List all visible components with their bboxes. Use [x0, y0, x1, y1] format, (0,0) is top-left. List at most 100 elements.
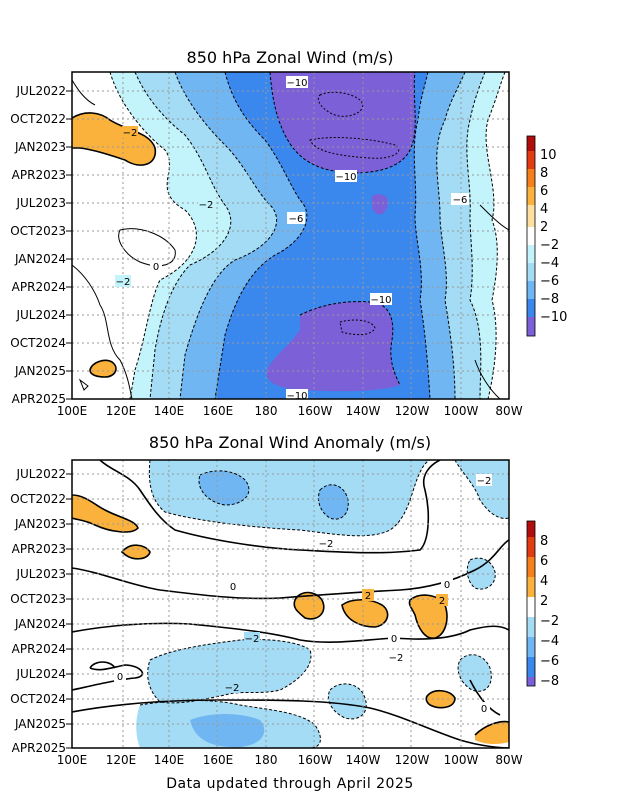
panel1-clabel-10: −10 [286, 391, 307, 402]
panel1-xtick-8: 100W [444, 404, 479, 418]
panel1-clabel-3: −10 [335, 172, 356, 183]
panel2-cb-label-7: −8 [540, 674, 559, 689]
panel1-cb-box-6 [527, 227, 535, 245]
panel2-cb-label-4: −2 [540, 614, 559, 629]
panel2-pos-c [294, 592, 324, 619]
panel2-neg-j [190, 714, 265, 748]
panel2-ytick-5: OCT2023 [10, 592, 66, 606]
panel1-cb-label-4: 2 [540, 220, 548, 235]
panel2-field [72, 460, 509, 748]
panel2-colorbar: 8 6 4 2 −2 −4 −6 −8 [526, 520, 559, 689]
panel2-xtick-1: 120E [106, 753, 137, 767]
panel2-cb-box-8 [527, 657, 535, 677]
panel1-clabel-5: −6 [289, 214, 304, 225]
panel2-neg-d [147, 639, 311, 703]
panel1-cb-label-8: −8 [540, 292, 559, 307]
panel2-neg-f [458, 654, 492, 692]
panel2-neg-b [455, 460, 509, 519]
panel1-ytick-5: OCT2023 [10, 224, 66, 238]
panel2-grid [72, 460, 509, 748]
panel1-cb-label-0: 10 [540, 148, 557, 163]
panel1-xtick-5: 160W [298, 404, 333, 418]
panel1-cb-box-9 [527, 281, 535, 299]
panel1-pos-a [72, 112, 156, 166]
panel1-y-labels: JUL2022 OCT2022 JAN2023 APR2023 JUL2023 … [10, 84, 66, 406]
panel2-contours [72, 460, 509, 748]
panel1-frame [71, 71, 510, 400]
panel2-xtick-8: 100W [444, 753, 479, 767]
panel2-clabel-10: 0 [117, 672, 123, 683]
panel1-colorbar: 10 8 6 4 2 −2 −4 −6 −8 −10 [526, 135, 567, 337]
panel1-xtick-1: 120E [106, 404, 137, 418]
panel1-cb-box-10 [527, 299, 535, 317]
panel1-field [72, 72, 509, 399]
panel2-cb-label-5: −4 [540, 634, 559, 649]
panel1-cb-box-8 [527, 263, 535, 281]
panel2-clabel-6: 2 [439, 596, 445, 607]
panel2-xtick-7: 120W [395, 753, 430, 767]
panel2-ytick-11: APR2025 [12, 741, 66, 755]
panel1-x-labels: 100E 120E 140E 160E 180 160W 140W 120W 1… [57, 404, 523, 418]
panel1-xtick-3: 160E [203, 404, 234, 418]
panel2-y-axis [66, 473, 72, 749]
panel2-pos-g [475, 721, 509, 745]
panel2-cb-box-3 [527, 557, 535, 577]
panel2-x-labels: 100E 120E 140E 160E 180 160W 140W 120W 1… [57, 753, 523, 767]
panel1-y-axis [66, 90, 72, 400]
panel1-clabel-2: −2 [123, 128, 138, 139]
panel2-ytick-10: JAN2025 [14, 717, 66, 731]
panel1-contours [72, 72, 509, 399]
panel1-cb-box-11 [527, 317, 535, 336]
panel1-ytick-1: OCT2022 [10, 112, 66, 126]
panel2-ytick-4: JUL2023 [15, 567, 66, 581]
panel1-clabel-1: −10 [286, 78, 307, 89]
panel2-cb-label-0: 8 [540, 534, 548, 549]
panel1-ytick-9: OCT2024 [10, 336, 66, 350]
panel1-cb-label-5: −2 [540, 238, 559, 253]
panel1-title: 850 hPa Zonal Wind (m/s) [187, 48, 394, 67]
panel2-cb-label-6: −6 [540, 654, 559, 669]
panel2-clabel-4: 0 [444, 580, 450, 591]
panel2-clabel-9: −2 [389, 653, 404, 664]
panel1-clabel-4: −2 [199, 200, 214, 211]
panel2-pos-a [72, 495, 138, 532]
panel2-ytick-2: JAN2023 [14, 517, 66, 531]
panel2-ytick-8: JUL2024 [15, 667, 66, 681]
panel1-cb-box-5 [527, 205, 535, 227]
panel2-ytick-0: JUL2022 [15, 467, 66, 481]
panel2-neg-c [467, 558, 496, 590]
panel1-ytick-8: JUL2024 [15, 308, 66, 322]
panel1-xtick-2: 140E [154, 404, 185, 418]
panel2-cb-box-6 [527, 617, 535, 637]
panel1-clabel-6: −6 [453, 195, 468, 206]
panel1-clabel-8: −2 [116, 277, 131, 288]
panel2-ytick-1: OCT2022 [10, 492, 66, 506]
panel2-xtick-6: 140W [346, 753, 381, 767]
panel2-ytick-3: APR2023 [12, 542, 66, 556]
panel1-cb-label-6: −4 [540, 256, 559, 271]
panel2-neg-h [199, 470, 249, 505]
panel1-xtick-7: 120W [395, 404, 430, 418]
panel2-cb-box-1 [527, 521, 535, 537]
panel1-ytick-3: APR2023 [12, 168, 66, 182]
panel1-cb-label-1: 8 [540, 166, 548, 181]
panel1-ytick-2: JAN2023 [14, 140, 66, 154]
panel1-xtick-6: 140W [346, 404, 381, 418]
panel2-cb-box-5 [527, 597, 535, 617]
panel1-cb-label-3: 4 [540, 202, 548, 217]
panel2-clabel-3: 0 [230, 582, 236, 593]
panel1-pos-b [90, 360, 116, 377]
panel2-title: 850 hPa Zonal Wind Anomaly (m/s) [149, 433, 431, 452]
panel1-cb-box-3 [527, 169, 535, 187]
panel1-cb-label-2: 6 [540, 184, 548, 199]
panel1-cb-box-2 [527, 151, 535, 169]
panel2-ytick-9: OCT2024 [10, 692, 66, 706]
panel1-ytick-11: APR2025 [12, 392, 66, 406]
panel2-cb-box-2 [527, 537, 535, 557]
panel2-xtick-0: 100E [57, 753, 88, 767]
panel2-pos-f [426, 690, 455, 708]
panel1-clabel-7: 0 [153, 262, 159, 273]
panel1-ytick-0: JUL2022 [15, 84, 66, 98]
panel2-ytick-6: JAN2024 [14, 617, 66, 631]
